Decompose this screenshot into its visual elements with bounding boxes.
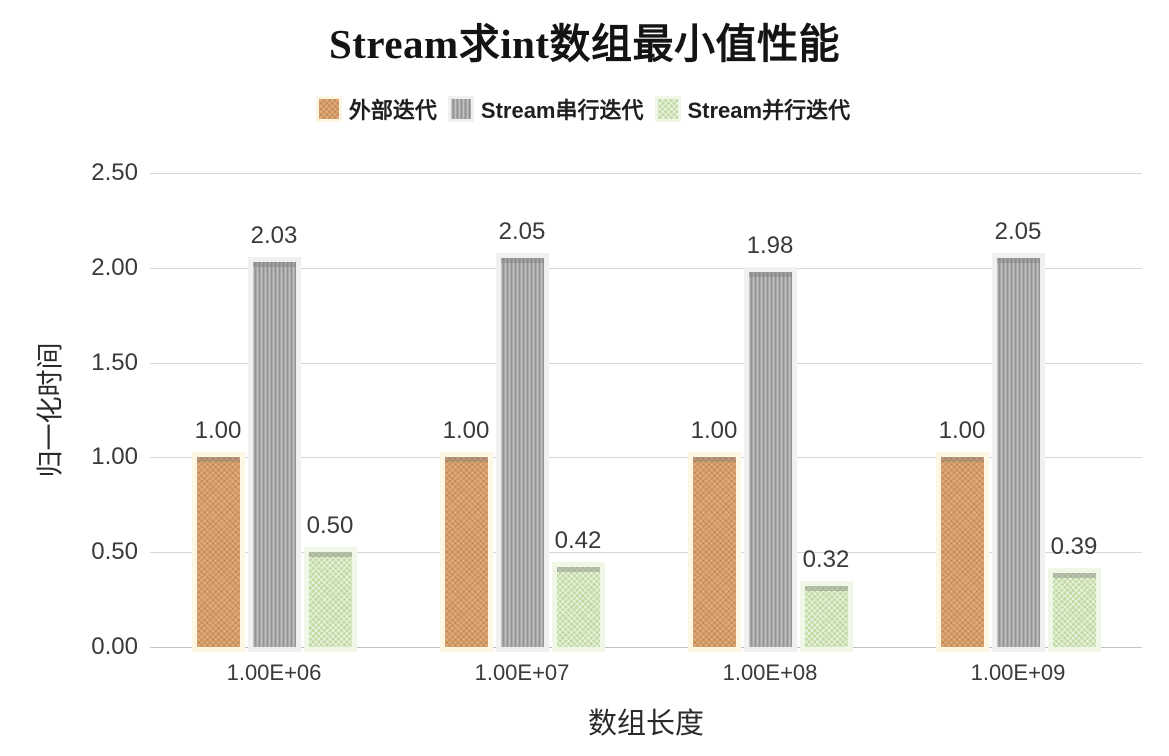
gridline	[150, 457, 1142, 459]
bar-vertical	[500, 258, 544, 647]
y-tick-label: 1.50	[91, 348, 138, 376]
gridline	[150, 362, 1142, 364]
y-tick-label: 0.00	[91, 633, 138, 660]
y-tick-label: 2.00	[91, 253, 138, 281]
x-tick-label: 1.00E+07	[474, 660, 570, 685]
bar-value-label: 1.00	[194, 417, 242, 444]
bar-vertical	[748, 272, 792, 647]
gridline	[150, 647, 1142, 648]
x-axis-title: 数组长度	[587, 708, 704, 740]
plot-area: 1.00 1.00 1.00 1.00 2.03 2.05 1.98 2.05 0.50 0.42…	[150, 173, 1142, 648]
y-tick-label: 2.50	[91, 159, 138, 186]
bar-value-label: 1.00	[938, 417, 986, 444]
y-tick-label: 0.50	[91, 538, 138, 566]
legend-label: Stream并行迭代	[687, 98, 851, 123]
diagonal-swatch-icon	[657, 99, 678, 119]
bar-value-label: 2.03	[250, 222, 298, 249]
bar-value-label: 2.05	[994, 218, 1042, 245]
legend-label: Stream串行迭代	[480, 98, 644, 123]
bar-value-label: 1.00	[442, 417, 490, 444]
bar-crosshatch	[692, 457, 736, 647]
bar-value-label: 0.42	[554, 527, 602, 554]
bar-value-label: 2.05	[498, 218, 546, 245]
y-axis-ticks: 2.50 2.00 1.50 1.00 0.50 0.00	[0, 159, 138, 660]
bar-value-label: 0.39	[1050, 533, 1098, 560]
legend-item: Stream并行迭代	[657, 93, 851, 125]
bar-diagonal	[556, 567, 600, 647]
y-tick-label: 1.00	[91, 443, 138, 471]
bar-value-label: 0.50	[306, 512, 354, 539]
legend-item: Stream串行迭代	[450, 93, 644, 125]
bar-diagonal	[308, 552, 352, 647]
x-tick-label: 1.00E+09	[970, 660, 1066, 685]
bar-crosshatch	[444, 457, 488, 647]
vertical-swatch-icon	[450, 99, 471, 119]
legend-label: 外部迭代	[348, 98, 437, 123]
bar-diagonal	[804, 586, 848, 647]
legend-item: 外部迭代	[318, 93, 437, 125]
x-tick-label: 1.00E+06	[226, 660, 322, 685]
bar-diagonal	[1052, 573, 1096, 647]
bar-value-label: 0.32	[802, 546, 850, 573]
bar-vertical	[996, 258, 1040, 647]
x-axis-labels: 1.00E+06 1.00E+07 1.00E+08 1.00E+09	[150, 660, 1142, 688]
gridline	[150, 552, 1142, 554]
gridline	[150, 267, 1142, 269]
chart-title: Stream求int数组最小值性能	[328, 21, 841, 67]
gridline	[150, 173, 1142, 174]
bar-value-label: 1.98	[746, 232, 794, 259]
bar-crosshatch	[196, 457, 240, 647]
x-tick-label: 1.00E+08	[722, 660, 818, 685]
bar-crosshatch	[940, 457, 984, 647]
bar-vertical	[252, 262, 296, 647]
bar-value-label: 1.00	[690, 417, 738, 444]
legend: 外部迭代 Stream串行迭代 Stream并行迭代	[0, 94, 1169, 124]
crosshatch-swatch-icon	[318, 99, 339, 119]
